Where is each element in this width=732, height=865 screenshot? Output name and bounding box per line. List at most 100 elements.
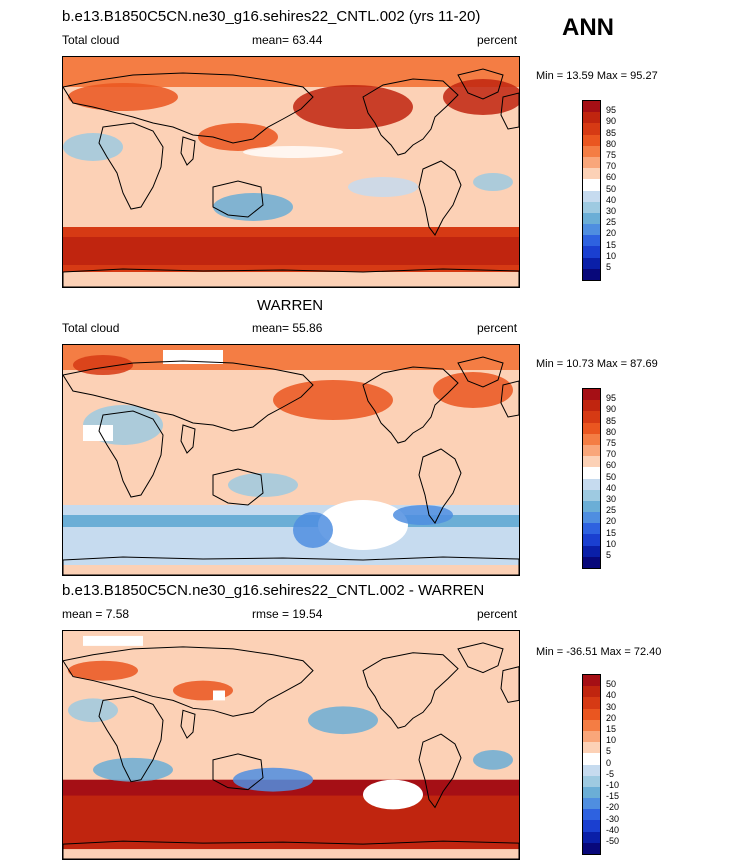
- field-blob: [308, 706, 378, 735]
- colorbar-tick-label: 25: [606, 505, 617, 516]
- coastline: [180, 709, 196, 739]
- field-blob: [473, 173, 513, 191]
- field-blob: [198, 123, 278, 151]
- coastline: [63, 268, 519, 287]
- panel1-map: [62, 56, 520, 288]
- colorbar-swatch: [583, 512, 600, 524]
- panel3-map: [62, 630, 520, 860]
- coastline: [212, 468, 264, 506]
- coastline: [63, 72, 314, 144]
- colorbar-swatch: [583, 422, 600, 434]
- field-blob: [433, 372, 513, 408]
- map-field: [63, 631, 519, 859]
- colorbar-swatch: [583, 235, 600, 247]
- field-blob: [318, 500, 408, 550]
- panel2-map: [62, 344, 520, 576]
- colorbar-swatch: [583, 467, 600, 479]
- coastline: [500, 92, 519, 130]
- colorbar-tick-label: 95: [606, 393, 617, 404]
- colorbar-swatch: [583, 201, 600, 213]
- colorbar-swatch: [583, 168, 600, 180]
- colorbar-tick-label: 40: [606, 194, 617, 205]
- colorbar-tick-label: 15: [606, 239, 617, 250]
- colorbar-tick-label: 20: [606, 712, 617, 723]
- panel1-left-label: Total cloud: [62, 33, 120, 47]
- field-band: [63, 345, 519, 370]
- colorbar-swatch: [583, 101, 600, 113]
- coastline: [98, 410, 164, 498]
- colorbar-tick-label: 25: [606, 217, 617, 228]
- colorbar-tick-label: 40: [606, 482, 617, 493]
- panel3-title: b.e13.B1850C5CN.ne30_g16.sehires22_CNTL.…: [62, 582, 485, 599]
- colorbar-swatch: [583, 257, 600, 269]
- map-field: [63, 345, 519, 575]
- colorbar-tick-label: 80: [606, 426, 617, 437]
- colorbar-swatch: [583, 730, 600, 743]
- field-blob: [213, 193, 293, 221]
- panel3-rmse-label: rmse = 19.54: [252, 607, 323, 621]
- colorbar-tick-label: 50: [606, 471, 617, 482]
- colorbar-swatch: [583, 224, 600, 236]
- colorbar-swatch: [583, 686, 600, 698]
- colorbar-tick-label: 85: [606, 127, 617, 138]
- colorbar-tick-label: 90: [606, 404, 617, 415]
- colorbar-tick-label: -50: [606, 836, 620, 846]
- field-band: [83, 425, 113, 441]
- field-blob: [243, 146, 343, 158]
- field-band: [163, 350, 223, 364]
- coastline: [212, 753, 264, 791]
- colorbar-tick-label: 75: [606, 150, 617, 160]
- colorbar-tick-label: 30: [606, 494, 617, 504]
- coastline: [362, 78, 459, 156]
- coastline: [63, 556, 519, 575]
- field-blob: [293, 512, 333, 548]
- colorbar-swatch: [583, 831, 600, 843]
- field-blob: [68, 698, 118, 723]
- coastline: [63, 840, 519, 859]
- field-band: [63, 237, 519, 265]
- colorbar-tick-label: 10: [606, 250, 617, 261]
- colorbar-swatch: [583, 764, 600, 776]
- field-blob: [233, 767, 313, 792]
- colorbar-swatch: [583, 842, 600, 854]
- colorbar-swatch: [583, 389, 600, 401]
- field-blob: [363, 779, 423, 810]
- colorbar-tick-label: 70: [606, 161, 617, 172]
- colorbar-swatches: [582, 388, 601, 570]
- colorbar-swatch: [583, 708, 600, 720]
- coastline: [418, 733, 462, 809]
- panel3-minmax: Min = -36.51 Max = 72.40: [536, 646, 662, 658]
- colorbar-tick-label: 5: [606, 262, 612, 272]
- field-blob: [73, 355, 133, 375]
- coastline: [212, 180, 264, 218]
- coastline: [457, 356, 504, 388]
- colorbar-swatch: [583, 212, 600, 225]
- field-band: [63, 57, 519, 87]
- colorbar-tick-label: 90: [606, 116, 617, 127]
- coastline: [362, 366, 459, 444]
- colorbar-tick-label: 20: [606, 228, 617, 239]
- colorbar-tick-label: 40: [606, 690, 617, 701]
- field-blob: [348, 177, 418, 197]
- colorbar-tick-label: 5: [606, 550, 612, 560]
- colorbar-swatch: [583, 719, 600, 731]
- colorbar-swatch: [583, 411, 600, 423]
- colorbar-swatch: [583, 556, 600, 568]
- colorbar-tick-label: 50: [606, 183, 617, 194]
- coastline: [98, 122, 164, 210]
- coastline: [98, 695, 164, 783]
- colorbar-swatch: [583, 798, 600, 810]
- colorbar-tick-label: 50: [606, 679, 617, 690]
- colorbar-swatch: [583, 456, 600, 468]
- panel2-units-label: percent: [477, 321, 518, 335]
- colorbar-tick-label: 95: [606, 105, 617, 116]
- coastline: [362, 652, 459, 729]
- colorbar-swatch: [583, 489, 600, 501]
- colorbar-tick-label: 85: [606, 415, 617, 426]
- colorbar-swatch: [583, 500, 600, 513]
- colorbar-swatch: [583, 697, 600, 709]
- colorbar-swatch: [583, 190, 600, 202]
- field-blob: [293, 85, 413, 129]
- colorbar-swatch: [583, 123, 600, 135]
- coastline: [418, 448, 462, 524]
